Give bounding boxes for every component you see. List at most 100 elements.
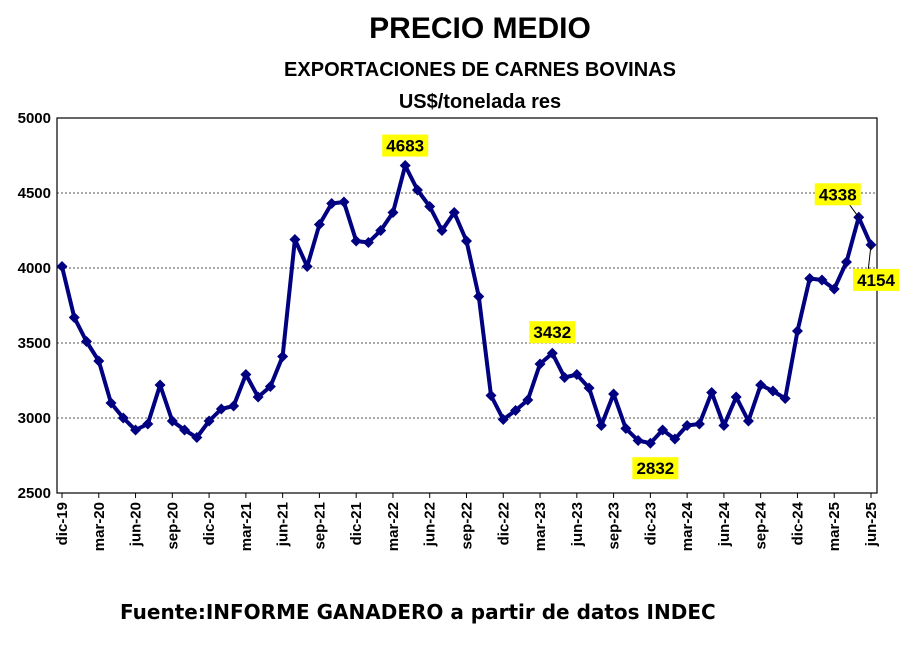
x-tick-label: sep-22 <box>459 502 476 550</box>
x-tick-label: mar-22 <box>385 502 402 551</box>
data-label-box <box>814 183 861 206</box>
data-label-box <box>632 457 679 480</box>
source-note: Fuente:INFORME GANADERO a partir de dato… <box>120 600 716 624</box>
data-point <box>681 420 693 431</box>
x-tick-label: dic-21 <box>348 502 365 545</box>
data-point <box>755 379 767 391</box>
data-point <box>816 274 828 286</box>
x-tick-label: dic-19 <box>54 502 71 545</box>
data-point <box>130 424 142 436</box>
data-label: 4338 <box>819 185 857 204</box>
data-point <box>203 415 215 427</box>
x-tick-label: mar-21 <box>238 502 255 551</box>
data-point <box>485 390 497 401</box>
data-point <box>448 207 460 218</box>
y-axis-unit-label: US$/tonelada res <box>398 91 562 113</box>
series-line <box>60 163 873 446</box>
data-point <box>411 184 423 196</box>
data-point <box>313 219 325 230</box>
data-label-box <box>382 134 429 157</box>
x-tick-label: jun-22 <box>422 502 439 547</box>
x-tick-label: dic-22 <box>495 502 512 545</box>
data-point <box>779 393 791 404</box>
line-chart: 2500 3000 3500 4000 4500 5000 dic-19 mar-20 jun-… <box>18 110 899 551</box>
data-point <box>338 196 350 208</box>
data-point <box>93 355 105 367</box>
data-point <box>804 273 816 284</box>
y-tick-label: 4500 <box>18 185 51 202</box>
data-point <box>730 391 742 403</box>
data-label: 4683 <box>386 137 424 156</box>
x-tick-label: mar-24 <box>679 501 696 551</box>
data-point <box>828 283 840 295</box>
x-tick-label: sep-24 <box>753 501 770 549</box>
x-tick-label: sep-21 <box>311 502 328 550</box>
data-point <box>424 201 436 212</box>
data-label: 2832 <box>636 459 674 478</box>
data-point <box>461 235 472 247</box>
data-point <box>571 369 583 380</box>
x-tick-label: jun-24 <box>716 501 733 547</box>
data-label: 4154 <box>857 271 895 290</box>
data-point <box>559 372 571 383</box>
data-point <box>362 237 374 248</box>
data-point <box>546 347 558 359</box>
data-label: 3432 <box>533 323 571 342</box>
data-point <box>301 261 313 272</box>
data-point <box>657 424 669 436</box>
data-point <box>166 415 178 427</box>
data-point <box>154 379 166 391</box>
x-tick-label: mar-25 <box>826 502 843 551</box>
y-tick-label: 3000 <box>18 410 51 427</box>
data-point <box>534 358 546 370</box>
data-label-box <box>853 268 899 291</box>
data-label-box <box>529 321 576 344</box>
data-point <box>215 403 227 415</box>
chart-subtitle: EXPORTACIONES DE CARNES BOVINAS <box>284 59 676 81</box>
y-tick-label: 4000 <box>18 260 51 277</box>
data-label-leader <box>867 244 872 272</box>
x-tick-label: dic-23 <box>642 502 659 545</box>
y-tick-label: 2500 <box>18 485 51 502</box>
data-point <box>791 325 803 337</box>
data-point <box>399 160 411 172</box>
data-point <box>669 433 681 445</box>
data-point <box>436 225 448 236</box>
x-tick-label: jun-20 <box>128 502 145 547</box>
y-tick-label: 5000 <box>18 110 51 127</box>
data-point <box>632 435 644 446</box>
data-point <box>522 394 534 406</box>
data-point <box>583 382 595 394</box>
x-tick-label: dic-24 <box>789 501 806 545</box>
data-point <box>840 256 852 268</box>
data-point <box>387 207 399 218</box>
data-point <box>473 291 485 302</box>
data-point <box>644 437 656 449</box>
data-point <box>767 385 779 397</box>
data-point <box>375 225 387 236</box>
data-point <box>350 235 362 247</box>
x-tick-label: jun-21 <box>275 502 292 547</box>
data-point <box>81 336 93 347</box>
data-point <box>595 420 607 431</box>
data-point <box>264 381 276 392</box>
data-point <box>191 432 203 443</box>
data-point <box>252 391 264 403</box>
x-tick-label: jun-25 <box>863 502 880 547</box>
x-tick-label: mar-20 <box>91 502 108 551</box>
data-point <box>608 388 620 400</box>
data-point <box>117 412 129 424</box>
data-point <box>68 312 80 323</box>
data-point <box>326 198 338 209</box>
data-point <box>277 351 289 362</box>
data-point <box>179 424 191 436</box>
data-point <box>228 400 240 412</box>
x-tick-label: jun-23 <box>569 502 586 547</box>
data-point <box>742 415 754 427</box>
plot-area-frame <box>56 117 878 494</box>
data-point <box>56 261 68 272</box>
data-point <box>142 418 154 430</box>
data-point <box>706 387 718 398</box>
data-point <box>105 397 117 409</box>
x-tick-label: dic-20 <box>201 502 218 545</box>
